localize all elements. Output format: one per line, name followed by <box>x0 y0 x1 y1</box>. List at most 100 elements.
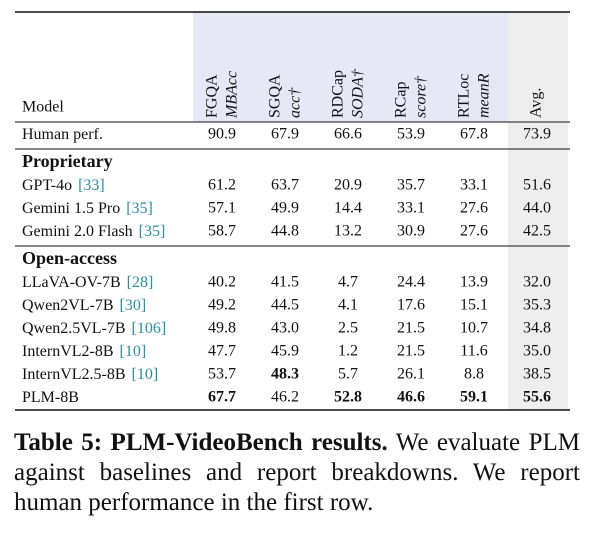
column-name: FGQA <box>204 74 221 118</box>
cell-value: 8.8 <box>464 366 484 383</box>
citation: [33] <box>78 177 105 194</box>
cell-value: 49.8 <box>208 320 236 337</box>
model-name: InternVL2.5-8B [10] <box>22 366 158 383</box>
model: InternVL2-8B <box>22 343 114 360</box>
column-metric: acc† <box>287 87 304 118</box>
model: Gemini 2.0 Flash <box>22 223 133 240</box>
model-name: Qwen2VL-7B [30] <box>22 297 146 314</box>
section-label: Proprietary <box>22 151 113 171</box>
column-name: RTLoc <box>456 74 473 118</box>
cell-value: 59.1 <box>460 389 488 406</box>
cell-value: 10.7 <box>460 320 488 337</box>
cell-value: 11.6 <box>460 343 487 360</box>
model: PLM-8B <box>22 389 79 406</box>
column-name: Avg. <box>528 88 545 118</box>
citation: [10] <box>120 343 147 360</box>
cell-value: 33.1 <box>460 177 488 194</box>
cell-value: 67.8 <box>460 126 488 143</box>
citation: [10] <box>132 366 159 383</box>
cell-value: 35.3 <box>523 297 551 314</box>
column-metric: score† <box>413 75 430 118</box>
cell-value: 63.7 <box>271 177 299 194</box>
cell-value: 4.7 <box>338 274 358 291</box>
model-name: InternVL2-8B [10] <box>22 343 146 360</box>
citation: [106] <box>132 320 167 337</box>
cell-value: 27.6 <box>460 200 488 217</box>
column-metric: MBAcc <box>224 71 241 119</box>
cell-value: 35.0 <box>523 343 551 360</box>
cell-value: 67.9 <box>271 126 299 143</box>
cell-value: 1.2 <box>338 343 358 360</box>
model-name: LLaVA-OV-7B [28] <box>22 274 153 291</box>
cell-value: 13.9 <box>460 274 488 291</box>
cell-value: 57.1 <box>208 200 236 217</box>
cell-value: 43.0 <box>271 320 299 337</box>
cell-value: 46.2 <box>271 389 299 406</box>
citation: [28] <box>127 274 154 291</box>
cell-value: 46.6 <box>397 389 425 406</box>
header-bg <box>193 12 508 122</box>
model-name: PLM-8B <box>22 389 79 406</box>
model: LLaVA-OV-7B <box>22 274 121 291</box>
column-name: RDCap <box>330 70 347 118</box>
cell-value: 17.6 <box>397 297 425 314</box>
column-metric: meanR <box>476 73 493 118</box>
cell-value: 5.7 <box>338 366 358 383</box>
cell-value: 4.1 <box>338 297 358 314</box>
cell-value: 49.2 <box>208 297 236 314</box>
cell-value: 51.6 <box>523 177 551 194</box>
cell-value: 73.9 <box>523 126 551 143</box>
cell-value: 55.6 <box>523 389 551 406</box>
model: Human perf. <box>22 126 103 143</box>
model: Gemini 1.5 Pro <box>22 200 120 217</box>
cell-value: 41.5 <box>271 274 299 291</box>
citation: [35] <box>139 223 166 240</box>
model: Qwen2VL-7B <box>22 297 114 314</box>
section-label: Open-access <box>22 248 117 268</box>
caption: Table 5: PLM-VideoBench results. We eval… <box>14 428 580 518</box>
model: GPT-4o <box>22 177 72 194</box>
caption-text: We evaluate PLM against baselines and re… <box>14 429 580 516</box>
cell-value: 26.1 <box>397 366 425 383</box>
cell-value: 35.7 <box>397 177 425 194</box>
cell-value: 90.9 <box>208 126 236 143</box>
cell-value: 52.8 <box>334 389 362 406</box>
citation: [30] <box>120 297 147 314</box>
cell-value: 53.7 <box>208 366 236 383</box>
cell-value: 44.8 <box>271 223 299 240</box>
cell-value: 49.9 <box>271 200 299 217</box>
cell-value: 47.7 <box>208 343 236 360</box>
model-name: Human perf. <box>22 126 103 143</box>
cell-value: 20.9 <box>334 177 362 194</box>
cell-value: 67.7 <box>208 389 236 406</box>
cell-value: 44.0 <box>523 200 551 217</box>
cell-value: 32.0 <box>523 274 551 291</box>
cell-value: 21.5 <box>397 343 425 360</box>
table: Model FGQA MBAcc SGQA acc† RDCap SODA† RCap sco… <box>15 11 570 411</box>
cell-value: 30.9 <box>397 223 425 240</box>
cell-value: 61.2 <box>208 177 236 194</box>
cell-value: 21.5 <box>397 320 425 337</box>
avg-bg <box>508 12 568 410</box>
cell-value: 42.5 <box>523 223 551 240</box>
model: InternVL2.5-8B <box>22 366 126 383</box>
model-name: Qwen2.5VL-7B [106] <box>22 320 166 337</box>
cell-value: 48.3 <box>271 366 299 383</box>
cell-value: 34.8 <box>523 320 551 337</box>
cell-value: 45.9 <box>271 343 299 360</box>
cell-value: 15.1 <box>460 297 488 314</box>
cell-value: 44.5 <box>271 297 299 314</box>
column-name: RCap <box>393 82 410 118</box>
caption-label: Table 5: <box>14 429 103 456</box>
citation: [35] <box>126 200 153 217</box>
cell-value: 66.6 <box>334 126 362 143</box>
column-metric: SODA† <box>350 68 367 118</box>
model-name: Gemini 1.5 Pro [35] <box>22 200 153 217</box>
cell-value: 40.2 <box>208 274 236 291</box>
cell-value: 58.7 <box>208 223 236 240</box>
model-name: GPT-4o [33] <box>22 177 105 194</box>
cell-value: 27.6 <box>460 223 488 240</box>
column-name: SGQA <box>267 74 284 118</box>
model-name: Gemini 2.0 Flash [35] <box>22 223 165 240</box>
